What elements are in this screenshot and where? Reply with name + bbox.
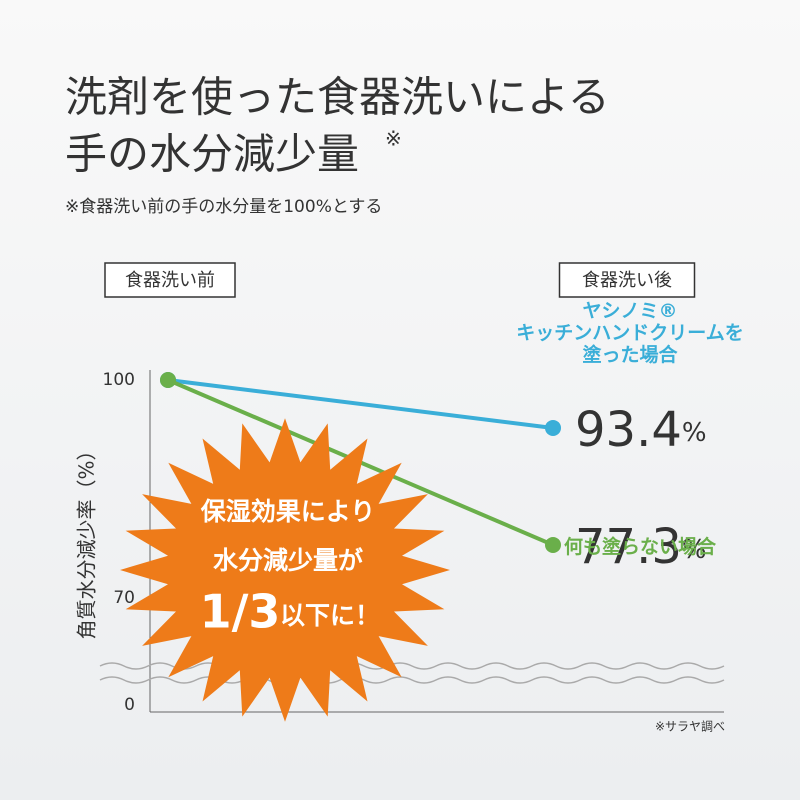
callout-text: 1/3	[200, 585, 281, 639]
y-tick-label: 70	[113, 588, 135, 608]
y-axis-label: 角質水分減少率（%）	[75, 440, 99, 639]
value-number: 93.4	[575, 402, 682, 458]
value-label: 77.3%	[575, 519, 707, 575]
x-tick-label: 食器洗い前	[125, 270, 215, 291]
title-mark: ※	[385, 127, 402, 151]
chart-title: 手の水分減少量	[65, 130, 359, 179]
category-box	[104, 262, 236, 298]
callout-text: 保湿効果により	[200, 497, 376, 526]
value-label: 93.4%	[575, 402, 707, 458]
x-tick-label: 食器洗い後	[582, 270, 672, 291]
point	[160, 372, 176, 388]
point	[545, 419, 561, 436]
series-line	[167, 378, 554, 430]
subtitle: ※食器洗い前の手の水分量を100%とする	[65, 197, 382, 217]
source: ※サラヤ調べ	[655, 720, 725, 734]
chart-title: 洗剤を使った食器洗いによる	[65, 73, 610, 122]
burst	[120, 418, 450, 722]
callout-text: 以下に！	[280, 601, 380, 630]
callout-text: 水分減少量が	[213, 546, 363, 575]
legend-label: 何も塗らない場合	[563, 536, 716, 558]
point	[545, 536, 561, 553]
category-box	[558, 262, 696, 298]
legend-label: ヤシノミ® キッチンハンドクリームを 塗った場合	[516, 300, 744, 366]
axis-break	[99, 662, 725, 684]
value-unit: %	[682, 534, 707, 564]
y-tick-label: 100	[103, 370, 135, 390]
value-unit: %	[682, 417, 707, 447]
value-number: 77.3	[575, 519, 682, 575]
y-tick-label: 0	[124, 695, 135, 715]
